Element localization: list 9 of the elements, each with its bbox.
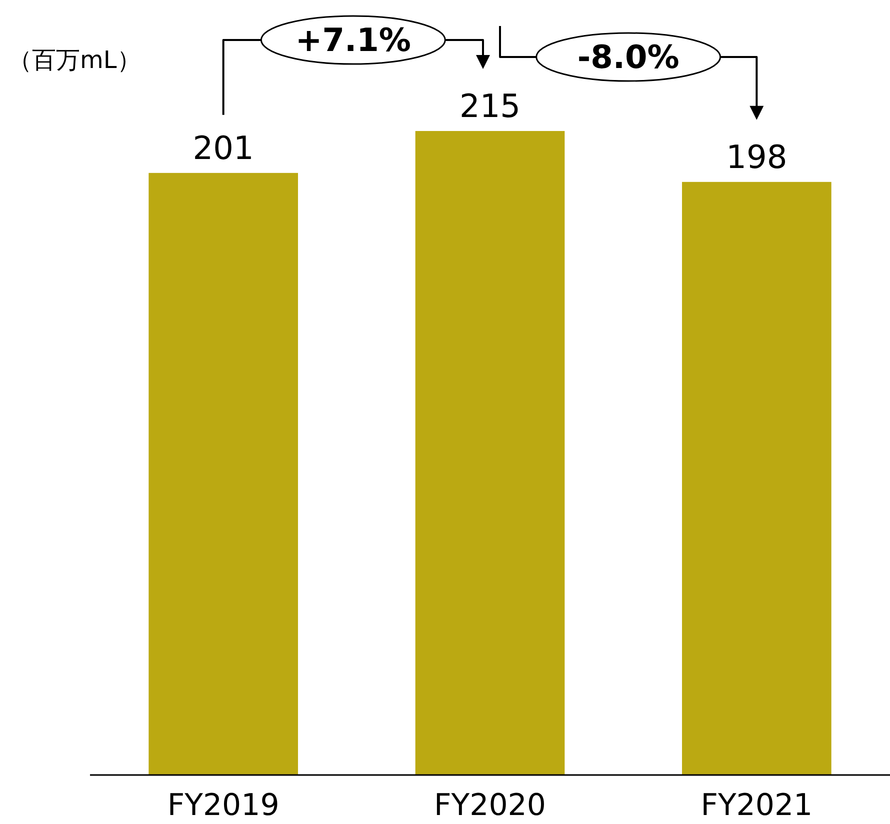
x-tick-label: FY2019 — [167, 788, 280, 823]
data-label: 198 — [726, 138, 788, 176]
y-axis-title: （百万mL） — [8, 46, 141, 74]
x-tick-label: FY2020 — [434, 788, 546, 823]
data-label: 215 — [459, 87, 521, 125]
text: +7.1% — [295, 21, 411, 59]
x-tick-label: FY2021 — [700, 788, 813, 823]
data-label: 201 — [192, 128, 254, 167]
text: -8.0% — [577, 38, 680, 76]
